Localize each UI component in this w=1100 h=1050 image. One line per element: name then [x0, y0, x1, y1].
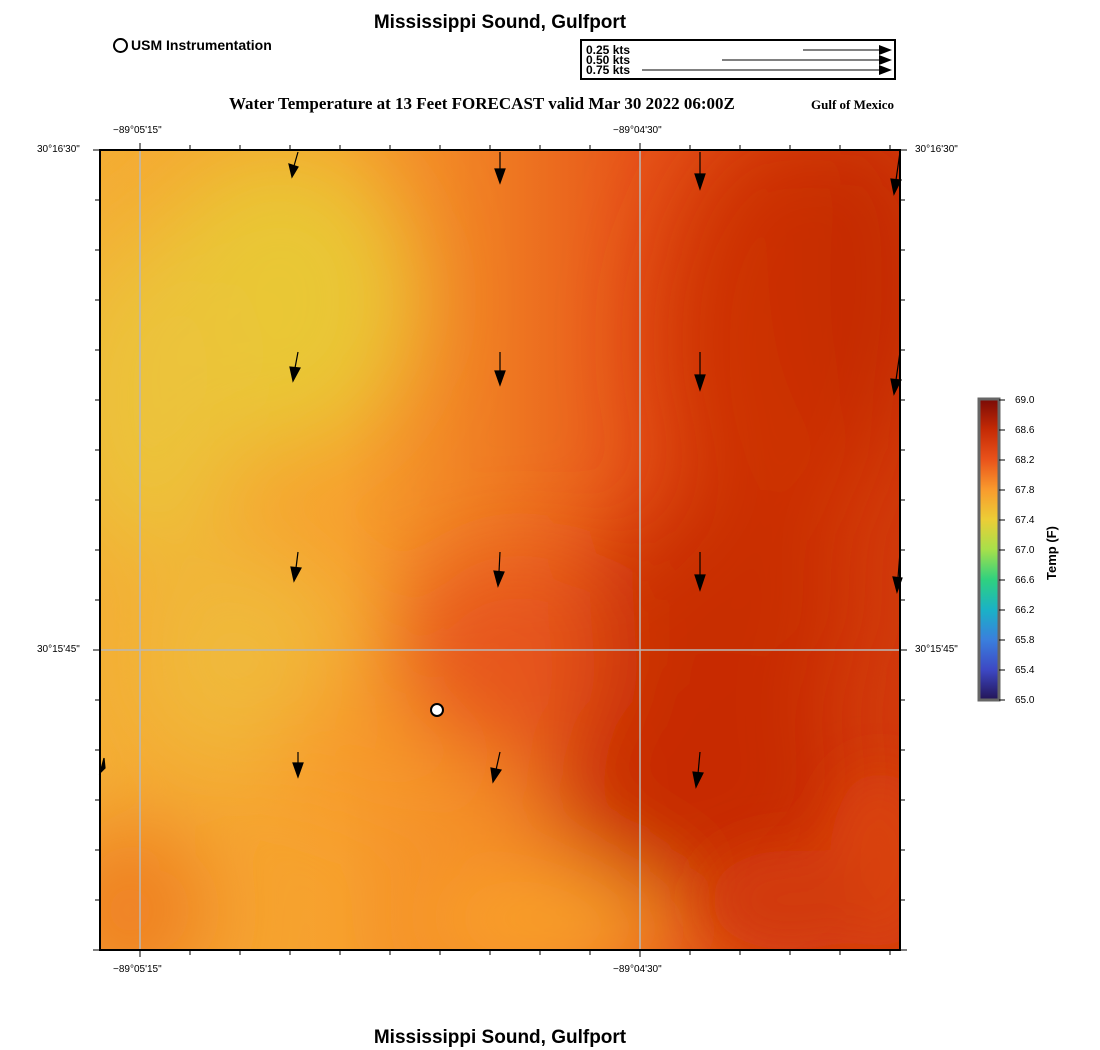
lat-label-left-1: 30°16'30" [37, 144, 80, 155]
lon-label-bottom-2: −89°04'30" [613, 964, 662, 975]
current-arrow-icon [694, 552, 706, 592]
speed-scale-arrow-icon [803, 45, 892, 55]
current-arrow-icon [694, 352, 706, 392]
current-arrow-icon [892, 551, 903, 595]
colorbar-tick-label: 65.8 [1015, 635, 1035, 646]
current-arrow-icon [494, 352, 506, 387]
speed-scale-arrow-icon [642, 65, 892, 75]
colorbar-tick-label: 67.4 [1015, 515, 1035, 526]
colorbar-tick-label: 65.4 [1015, 665, 1035, 676]
lon-label-top-2: −89°04'30" [613, 125, 662, 136]
map-footer-title: Mississippi Sound, Gulfport [373, 1027, 627, 1048]
current-arrow-icon [692, 751, 704, 789]
frame-ticks [93, 143, 907, 957]
colorbar-title: Temp (F) [1044, 526, 1059, 580]
temperature-map [93, 143, 907, 957]
current-arrow-icon [290, 551, 302, 583]
speed-scale-label-2: 0.50 kts [586, 53, 630, 67]
colorbar-tick-label: 66.2 [1015, 605, 1035, 616]
lat-label-right-2: 30°15'45" [915, 644, 958, 655]
speed-scale-arrow-icon [722, 55, 892, 65]
graticule [100, 150, 900, 950]
temperature-field [100, 150, 900, 950]
lat-label-right-1: 30°16'30" [915, 144, 958, 155]
current-arrow-icon [890, 151, 902, 196]
current-arrow-icon [494, 152, 506, 185]
lon-label-top-1: −89°05'15" [113, 125, 162, 136]
colorbar-tick-label: 67.8 [1015, 485, 1035, 496]
current-arrow-icon [98, 757, 106, 776]
current-arrow-icon [490, 751, 502, 784]
forecast-subtitle: Water Temperature at 13 Feet FORECAST va… [229, 94, 735, 113]
colorbar-tick-label: 69.0 [1015, 395, 1035, 406]
speed-scale-label-3: 0.75 kts [586, 63, 630, 77]
colorbar-tick-label: 67.0 [1015, 545, 1035, 556]
current-arrow-icon [493, 551, 505, 588]
colorbar [977, 397, 1005, 702]
current-arrow-icon [694, 152, 706, 191]
colorbar-tick-label: 68.6 [1015, 425, 1035, 436]
colorbar-tick-label: 68.2 [1015, 455, 1035, 466]
station-marker-icon [113, 37, 128, 53]
colorbar-tick-label: 66.6 [1015, 575, 1035, 586]
colorbar-ramp [977, 397, 1001, 702]
speed-scale-legend: 0.25 kts 0.50 kts 0.75 kts [580, 39, 896, 80]
colorbar-ticks [999, 399, 1005, 701]
colorbar-tick-label: 65.0 [1015, 695, 1035, 706]
current-vectors [98, 151, 903, 789]
station-legend: USM Instrumentation [113, 37, 272, 53]
station-legend-label: USM Instrumentation [131, 37, 272, 53]
current-arrow-icon [288, 151, 299, 179]
current-arrow-icon [289, 351, 301, 383]
speed-scale-label-1: 0.25 kts [586, 43, 630, 57]
map-title: Mississippi Sound, Gulfport [373, 12, 627, 33]
region-label: Gulf of Mexico [811, 97, 895, 112]
lat-label-left-2: 30°15'45" [37, 644, 80, 655]
lon-label-bottom-1: −89°05'15" [113, 964, 162, 975]
current-arrow-icon [292, 752, 304, 779]
current-arrow-icon [890, 351, 902, 396]
usm-station-marker[interactable] [430, 703, 444, 717]
